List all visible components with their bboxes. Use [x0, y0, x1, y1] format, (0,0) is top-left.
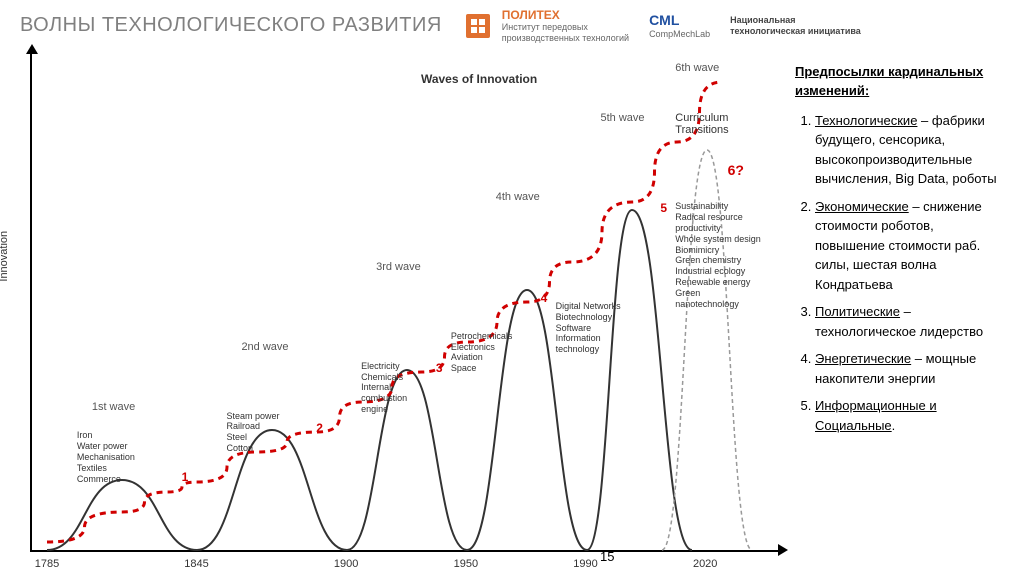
red-marker: 5: [660, 201, 667, 215]
wave-label: 4th wave: [496, 191, 540, 203]
x-tick: 1785: [35, 558, 59, 570]
polytech-text: ПОЛИТЕХ Институт передовых производствен…: [502, 8, 629, 44]
wave-label: 5th wave: [600, 112, 644, 124]
tech-group: PetrochemicalsElectronicsAviationSpace: [451, 331, 513, 374]
nti-text: Национальная технологическая инициатива: [730, 15, 861, 37]
side-item: Технологические – фабрики будущего, сенс…: [815, 111, 1004, 189]
chart-area: Innovation Waves of Innovation Curriculu…: [30, 52, 780, 552]
x-tick: 1900: [334, 558, 358, 570]
tech-group: SustainabilityRadical resourceproductivi…: [675, 201, 761, 309]
logo-polytech: ПОЛИТЕХ Институт передовых производствен…: [462, 8, 629, 44]
tech-group: Steam powerRailroadSteelCotton: [226, 411, 279, 454]
tech-group: ElectricityChemicalsInternalcombustionen…: [361, 361, 407, 415]
polytech-icon: [462, 10, 494, 42]
side-item: Экономические – снижение стоимости робот…: [815, 197, 1004, 295]
header: ВОЛНЫ ТЕХНОЛОГИЧЕСКОГО РАЗВИТИЯ ПОЛИТЕХ …: [0, 0, 1024, 52]
red-marker: 4: [541, 291, 548, 305]
x-tick: 1845: [184, 558, 208, 570]
side-item: Информационные и Социальные.: [815, 396, 1004, 435]
cml-text: CML CompMechLab: [649, 12, 710, 40]
wave-label: 2nd wave: [241, 341, 288, 353]
page-number: 15: [600, 549, 614, 564]
chart-svg: [32, 52, 782, 552]
x-tick: 1990: [573, 558, 597, 570]
main-content: Innovation Waves of Innovation Curriculu…: [0, 52, 1024, 552]
red-marker: 3: [436, 361, 443, 375]
x-tick: 2020: [693, 558, 717, 570]
tech-group: Digital NetworksBiotechnologySoftwareInf…: [556, 301, 621, 355]
wave-label: 1st wave: [92, 401, 135, 413]
logo-cml: CML CompMechLab: [649, 12, 710, 40]
side-item: Энергетические – мощные накопители энерг…: [815, 349, 1004, 388]
page-title: ВОЛНЫ ТЕХНОЛОГИЧЕСКОГО РАЗВИТИЯ: [20, 14, 442, 37]
chart-title-sub: Curriculum Transitions: [675, 112, 728, 136]
tech-group: IronWater powerMechanisationTextilesComm…: [77, 430, 135, 484]
sixth-wave-q: 6?: [728, 162, 744, 178]
wave-label: 3rd wave: [376, 261, 421, 273]
wave-label: 6th wave: [675, 62, 719, 74]
side-list: Технологические – фабрики будущего, сенс…: [795, 111, 1004, 436]
side-panel: Предпосылки кардинальных изменений: Техн…: [795, 52, 1004, 552]
side-title: Предпосылки кардинальных изменений:: [795, 62, 1004, 101]
red-marker: 1: [182, 470, 189, 484]
y-axis-label: Innovation: [0, 231, 10, 282]
side-item: Политические – технологическое лидерство: [815, 302, 1004, 341]
red-marker: 2: [316, 421, 323, 435]
x-tick: 1950: [454, 558, 478, 570]
chart-title-main: Waves of Innovation: [421, 72, 537, 86]
